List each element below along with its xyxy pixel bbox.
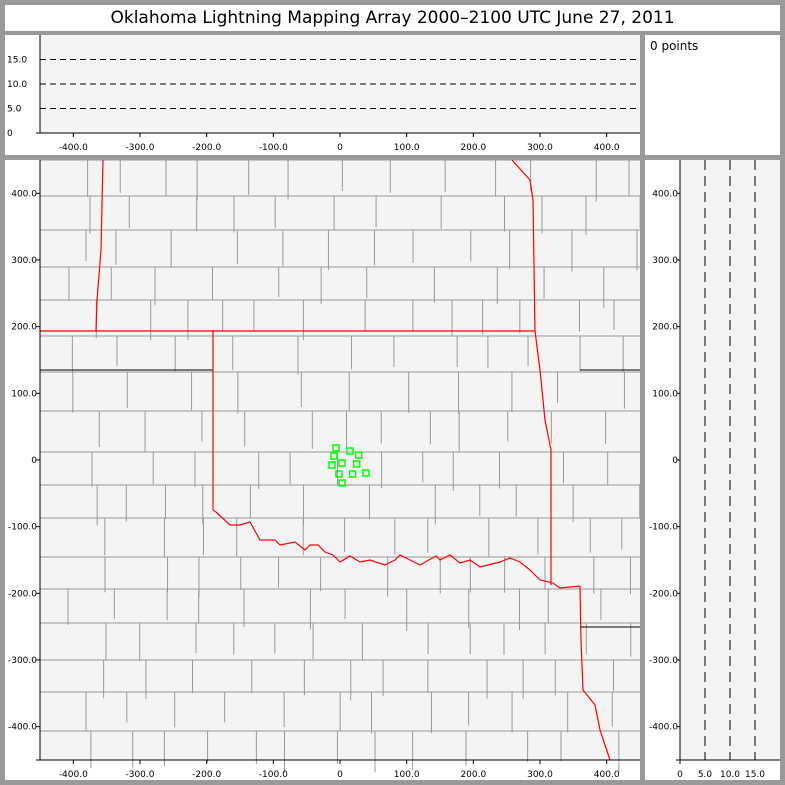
county-border: [596, 160, 630, 196]
y-tick-label: -100.0: [8, 523, 37, 533]
x-tick-label: -200.0: [192, 143, 221, 153]
point-count: 0 points: [650, 39, 699, 53]
y-tick-label: 300.0: [11, 256, 37, 266]
y-tick-label: 0: [672, 456, 678, 466]
county-border: [197, 160, 250, 195]
station-marker: [362, 469, 370, 477]
x-tick-label: 200.0: [460, 143, 486, 153]
y-tick-label: 200.0: [652, 323, 678, 333]
x-tick-label: -300.0: [125, 770, 154, 780]
county-border: [165, 160, 198, 201]
state-border-red: [511, 160, 552, 585]
y-tick-label: 100.0: [652, 389, 678, 399]
x-tick-label: 0: [337, 143, 343, 153]
x-tick-label: 400.0: [594, 143, 620, 153]
state-border-red: [579, 585, 611, 761]
y-tick-label: 0: [31, 456, 37, 466]
x-tick-label: -100.0: [259, 770, 288, 780]
x-tick-label: -400.0: [59, 143, 88, 153]
side-altitude-chart: 0 5.0 10.0 15.0 -400.0 -300.0 -200.0 -100.0 0 100…: [649, 160, 780, 780]
station-marker: [338, 479, 346, 487]
station-marker: [348, 470, 357, 478]
y-tick-label: 400.0: [652, 189, 678, 199]
x-tick-label: -200.0: [192, 770, 221, 780]
x-tick-label: 200.0: [460, 770, 486, 780]
y-tick-label: -200.0: [649, 589, 678, 599]
y-tick-label: -300.0: [8, 656, 37, 666]
x-tick-label: -100.0: [259, 143, 288, 153]
y-tick-label: 15.0: [7, 56, 27, 66]
county-border: [530, 160, 597, 202]
station-marker: [338, 459, 346, 467]
y-tick-label: 400.0: [11, 189, 37, 199]
y-tick-label: 0: [7, 129, 13, 139]
county-border: [120, 160, 167, 197]
point-count-panel: 0 points: [645, 35, 780, 155]
x-tick-label: -300.0: [125, 143, 154, 153]
county-border: [248, 160, 289, 200]
x-tick-label: 10.0: [720, 770, 740, 780]
county-border: [40, 160, 89, 197]
station-marker: [332, 444, 340, 452]
x-tick-label: 300.0: [527, 143, 553, 153]
county-border: [87, 160, 121, 193]
side-altitude-panel: 0 5.0 10.0 15.0 -400.0 -300.0 -200.0 -100.0 0 100…: [645, 160, 780, 780]
altitude-chart: -400.0 -300.0 -200.0 -100.0 0 100.0 200.0 300.0…: [7, 35, 640, 153]
x-tick-label: 300.0: [527, 770, 553, 780]
map-panel[interactable]: -400.0 -300.0 -200.0 -100.0 0 100.0 200.0 300.0…: [5, 160, 640, 780]
x-tick-label: 400.0: [594, 770, 620, 780]
x-tick-label: 100.0: [394, 770, 420, 780]
station-marker: [346, 447, 354, 455]
station-marker: [354, 451, 363, 459]
county-border: [288, 160, 343, 191]
x-tick-label: 100.0: [394, 143, 420, 153]
y-tick-label: 5.0: [7, 105, 22, 115]
y-tick-label: -100.0: [649, 523, 678, 533]
y-tick-label: 300.0: [652, 256, 678, 266]
title-bar: Oklahoma Lightning Mapping Array 2000–21…: [5, 5, 780, 31]
x-tick-label: 0: [337, 770, 343, 780]
y-tick-label: -400.0: [649, 723, 678, 733]
x-tick-label: 0: [677, 770, 683, 780]
station-marker: [330, 452, 338, 460]
state-border-red: [95, 160, 104, 332]
red-river-border: [212, 509, 581, 589]
plan-view-map[interactable]: -400.0 -300.0 -200.0 -100.0 0 100.0 200.0 300.0…: [5, 160, 640, 780]
county-borders: [40, 160, 640, 773]
altitude-panel: -400.0 -300.0 -200.0 -100.0 0 100.0 200.0 300.0…: [5, 35, 640, 155]
y-tick-label: -400.0: [8, 723, 37, 733]
county-border: [445, 160, 497, 196]
county-border: [390, 160, 446, 192]
station-marker: [352, 460, 361, 468]
y-tick-label: 200.0: [11, 323, 37, 333]
x-tick-label: 5.0: [698, 770, 713, 780]
y-tick-label: -200.0: [8, 589, 37, 599]
y-tick-label: -300.0: [649, 656, 678, 666]
x-tick-label: -400.0: [59, 770, 88, 780]
station-marker: [335, 470, 343, 478]
y-tick-label: 10.0: [7, 80, 27, 90]
county-border: [342, 160, 391, 193]
x-tick-label: 15.0: [745, 770, 765, 780]
plot-title: Oklahoma Lightning Mapping Array 2000–21…: [110, 8, 675, 28]
station-marker: [328, 461, 336, 469]
y-tick-label: 100.0: [11, 389, 37, 399]
